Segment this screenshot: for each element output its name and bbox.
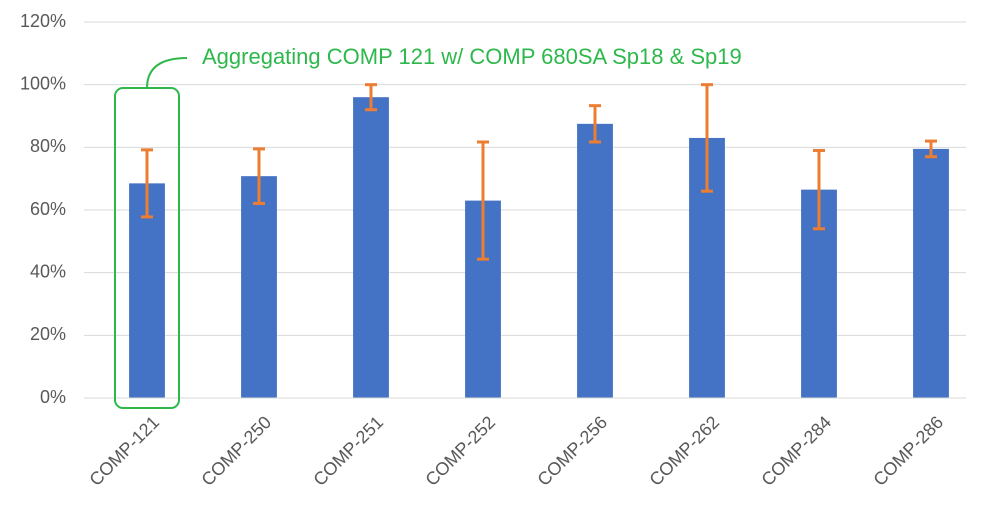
x-tick-label: COMP-251	[309, 412, 387, 490]
error-bar	[589, 104, 601, 144]
error-bar	[253, 147, 265, 205]
y-tick-label: 100%	[20, 73, 66, 93]
error-bar	[477, 140, 489, 261]
annotation-text: Aggregating COMP 121 w/ COMP 680SA Sp18 …	[202, 44, 742, 69]
error-bar	[141, 148, 153, 219]
x-tick-label: COMP-250	[197, 412, 275, 490]
error-bar	[701, 83, 713, 193]
bar	[353, 97, 389, 398]
x-tick-label: COMP-121	[85, 412, 163, 490]
y-tick-label: 120%	[20, 11, 66, 31]
y-tick-label: 20%	[30, 324, 66, 344]
y-tick-label: 80%	[30, 136, 66, 156]
error-bar	[365, 83, 377, 112]
bar	[913, 148, 949, 398]
x-tick-label: COMP-286	[869, 412, 947, 490]
bar	[577, 123, 613, 398]
x-tick-label: COMP-284	[757, 412, 835, 490]
error-bar	[925, 139, 937, 159]
error-bar	[813, 148, 825, 231]
y-tick-label: 40%	[30, 261, 66, 281]
x-tick-label: COMP-256	[533, 412, 611, 490]
bar	[241, 176, 277, 398]
x-tick-label: COMP-262	[645, 412, 723, 490]
bar	[129, 183, 165, 398]
x-tick-label: COMP-252	[421, 412, 499, 490]
annotation-connector	[146, 57, 188, 89]
y-tick-label: 0%	[40, 387, 66, 407]
y-tick-label: 60%	[30, 199, 66, 219]
